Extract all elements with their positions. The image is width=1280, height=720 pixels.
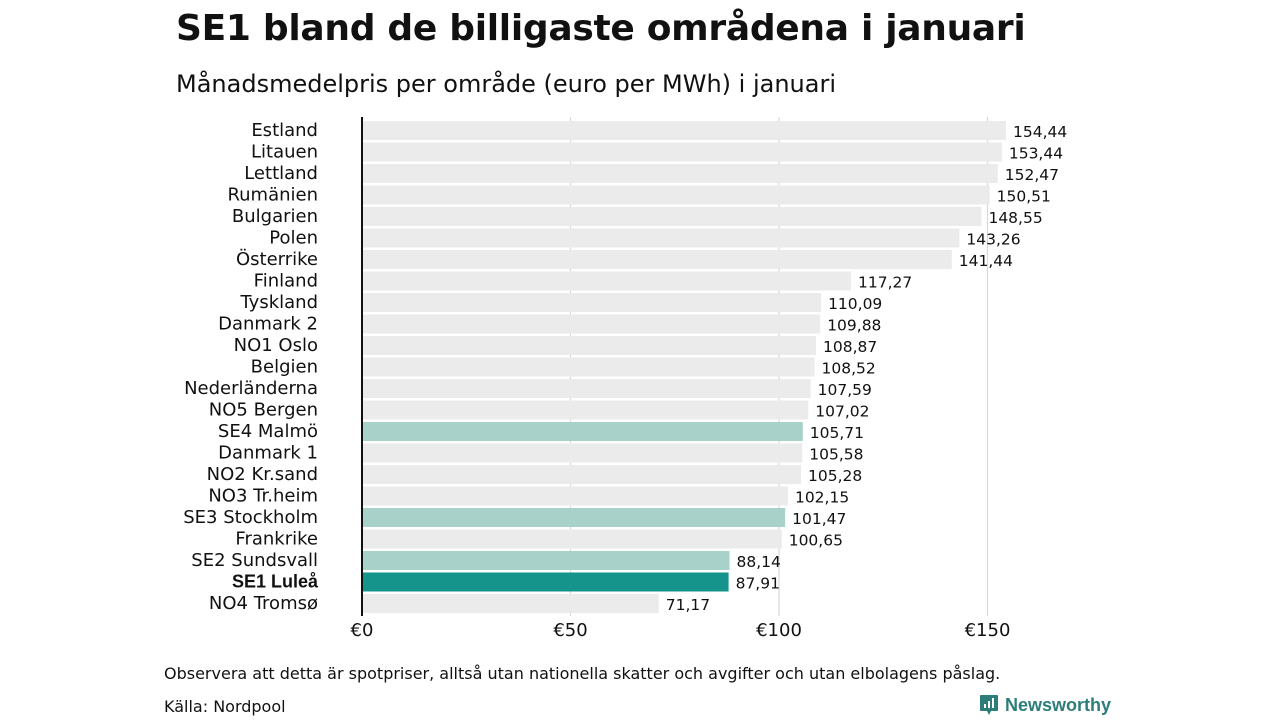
category-label: Danmark 2 [218, 314, 318, 335]
value-label: 148,55 [988, 209, 1042, 227]
bar [362, 314, 821, 334]
value-label: 87,91 [736, 575, 780, 593]
bar [362, 379, 811, 398]
value-label: 109,88 [827, 317, 881, 335]
x-tick-label: €100 [756, 620, 802, 641]
bar [362, 400, 809, 420]
bar [362, 142, 1002, 162]
chart-subtitle: Månadsmedelpris per område (euro per MWh… [176, 70, 837, 98]
category-label: SE1 Luleå [232, 572, 319, 592]
bar [362, 551, 730, 570]
category-label: SE3 Stockholm [183, 507, 318, 528]
footnote: Observera att detta är spotpriser, allts… [164, 664, 1001, 683]
bar-chart: EstlandLitauenLettlandRumänienBulgarienP… [183, 117, 1067, 641]
value-label: 101,47 [792, 510, 846, 528]
newsworthy-logo-text: Newsworthy [1005, 694, 1112, 715]
bar [362, 336, 816, 355]
bar [362, 271, 852, 291]
bar [362, 121, 1007, 140]
category-label: NO3 Tr.heim [208, 486, 318, 507]
category-label: Österrike [236, 248, 318, 270]
value-label: 153,44 [1009, 145, 1063, 163]
x-tick-label: €50 [553, 620, 587, 641]
category-label: Litauen [251, 142, 318, 163]
category-label: NO1 Oslo [234, 335, 318, 356]
value-label: 102,15 [795, 489, 849, 507]
category-label: Finland [254, 271, 318, 292]
value-label: 105,71 [810, 424, 864, 442]
bar [362, 164, 998, 183]
value-label: 107,59 [818, 381, 872, 399]
value-label: 107,02 [815, 403, 869, 421]
category-label: NO2 Kr.sand [207, 464, 318, 485]
bar [362, 486, 788, 506]
category-labels: EstlandLitauenLettlandRumänienBulgarienP… [183, 120, 319, 614]
category-label: Rumänien [227, 185, 318, 206]
value-label: 110,09 [828, 295, 882, 313]
category-label: NO4 Tromsø [209, 593, 318, 614]
bar [362, 185, 990, 205]
category-label: Danmark 1 [218, 443, 318, 464]
category-label: Belgien [251, 357, 318, 378]
x-tick-label: €0 [351, 620, 374, 641]
category-label: Tyskland [239, 292, 318, 313]
source-note: Källa: Nordpool [164, 697, 286, 716]
bar [362, 207, 982, 226]
value-label: 108,52 [822, 360, 876, 378]
bar [362, 228, 960, 248]
value-label: 141,44 [959, 252, 1013, 270]
value-label: 150,51 [997, 188, 1051, 206]
category-label: NO5 Bergen [209, 400, 318, 421]
value-label: 105,58 [809, 446, 863, 464]
category-label: Estland [251, 120, 318, 141]
value-label: 88,14 [737, 553, 781, 571]
chart-title: SE1 bland de billigaste områdena i janua… [176, 8, 1026, 49]
category-label: SE4 Malmö [218, 421, 318, 442]
value-labels: 154,44 153,44 152,47 150,51 148,55 143,26 141,… [666, 123, 1067, 614]
value-label: 108,87 [823, 338, 877, 356]
category-label: Lettland [244, 163, 318, 184]
bar [362, 594, 659, 613]
value-label: 100,65 [789, 532, 843, 550]
bar [362, 293, 822, 312]
value-label: 143,26 [966, 231, 1020, 249]
newsworthy-logo-icon [980, 695, 998, 715]
value-label: 117,27 [858, 274, 912, 292]
bar [362, 443, 803, 463]
bar [362, 357, 815, 377]
bars [362, 121, 1007, 613]
category-label: Frankrike [235, 529, 318, 550]
bar [362, 465, 802, 484]
bar [362, 572, 729, 592]
category-label: Bulgarien [232, 206, 318, 227]
newsworthy-logo: Newsworthy [979, 694, 1111, 716]
category-label: Polen [269, 228, 318, 249]
value-label: 71,17 [666, 596, 710, 614]
value-label: 152,47 [1005, 166, 1059, 184]
value-label: 154,44 [1013, 123, 1067, 141]
value-label: 105,28 [808, 467, 862, 485]
bar [362, 250, 952, 269]
axes: €0 €50 €100 €150 [351, 117, 1011, 641]
bar [362, 422, 803, 441]
bar [362, 508, 786, 527]
category-label: Nederländerna [184, 378, 318, 399]
x-tick-label: €150 [965, 620, 1011, 641]
category-label: SE2 Sundsvall [191, 550, 318, 571]
bar [362, 529, 782, 549]
